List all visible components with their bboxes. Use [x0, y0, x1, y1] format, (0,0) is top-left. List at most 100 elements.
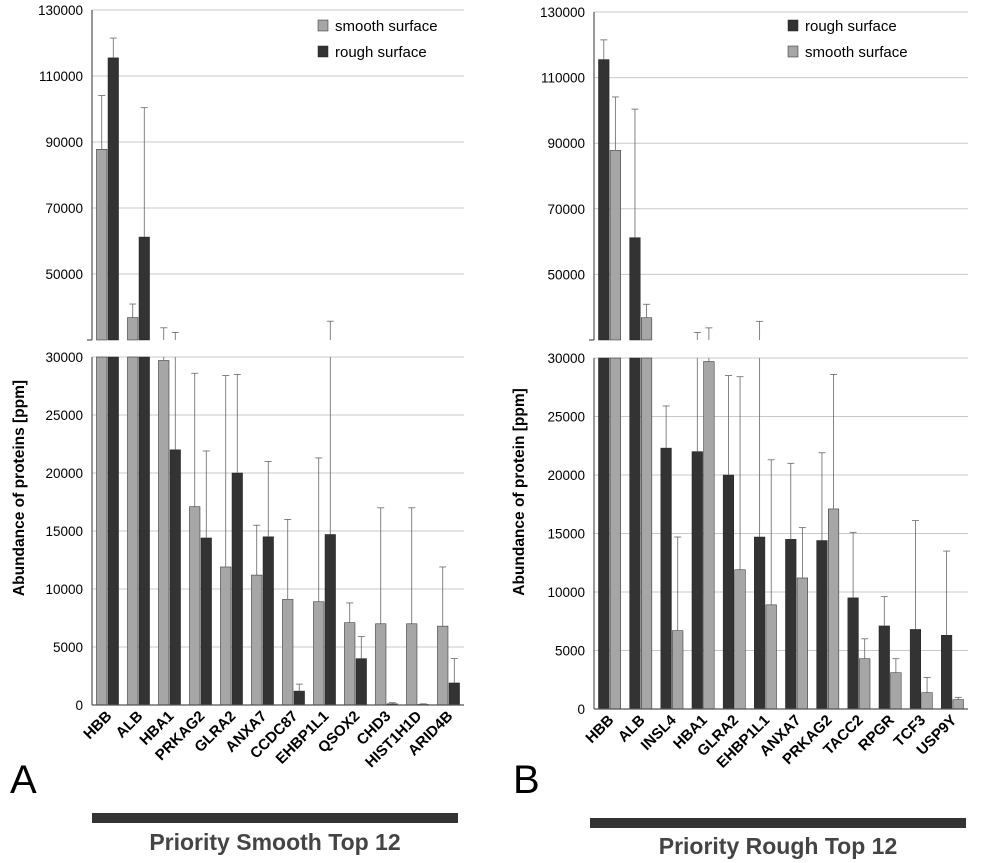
bar — [691, 451, 703, 710]
bar — [785, 539, 797, 710]
bar — [355, 658, 367, 706]
bar — [282, 599, 294, 706]
axes — [87, 10, 464, 706]
bar — [941, 635, 953, 710]
y-tick-label: 25000 — [45, 408, 83, 423]
panel-label: B — [513, 758, 540, 802]
bar — [828, 508, 840, 710]
bar-upper-segment — [127, 317, 139, 341]
bar — [375, 623, 387, 706]
y-tick-label: 130000 — [38, 3, 83, 18]
bar-upper-segment — [96, 149, 108, 341]
legend-swatch — [317, 19, 329, 32]
y-tick-label: 30000 — [45, 350, 83, 365]
axes — [589, 12, 968, 710]
priority-bar — [92, 813, 458, 823]
bar — [598, 357, 610, 710]
bar — [703, 361, 715, 710]
legend-swatch — [787, 45, 799, 58]
legend-label: rough surface — [335, 44, 427, 61]
bar — [313, 601, 325, 706]
gridlines — [594, 11, 968, 651]
y-tick-label: 0 — [577, 702, 585, 717]
bar-upper-segment — [609, 150, 621, 341]
bar — [324, 534, 336, 706]
y-axis-label: Abundance of proteins [ppm] — [11, 380, 28, 596]
bar — [765, 604, 777, 710]
y-tick-label: 10000 — [45, 582, 83, 597]
bar — [859, 658, 871, 710]
category-label: HBB — [80, 708, 115, 743]
legend-label: smooth surface — [805, 44, 908, 61]
category-labels: HBBALBINSL4HBA1GLRA2EHBP1L1ANXA7PRKAG2TA… — [582, 711, 960, 771]
bar-upper-segment — [641, 317, 653, 341]
bar — [660, 447, 672, 710]
y-tick-label: 10000 — [547, 585, 585, 600]
bar — [220, 566, 232, 706]
y-tick-label: 5000 — [53, 640, 83, 655]
bar — [437, 625, 449, 706]
y-tick-label: 90000 — [547, 136, 585, 151]
bar — [722, 474, 734, 710]
panel-label: A — [10, 758, 37, 802]
bar-upper-segment — [629, 237, 641, 341]
bar-upper-segment — [598, 59, 610, 341]
bar — [609, 357, 621, 710]
priority-label: Priority Smooth Top 12 — [149, 829, 400, 855]
legend: rough surface smooth surface — [787, 18, 908, 61]
bar — [629, 357, 641, 710]
bar — [293, 690, 305, 706]
y-tick-label: 50000 — [45, 267, 83, 282]
bars — [598, 59, 964, 710]
panel-b-chart: 0 5000 10000 15000 20000 25000 30000 50000 70000… — [511, 5, 968, 859]
bar-upper-segment — [138, 236, 150, 341]
bar — [641, 357, 653, 710]
bar — [890, 672, 902, 710]
bar — [816, 540, 828, 710]
error-bars — [600, 39, 962, 700]
bar — [672, 630, 684, 710]
y-tick-label: 15000 — [45, 524, 83, 539]
category-labels: HBBALBHBA1PRKAG2GLRA2ANXA7CCDC87EHBP1L1Q… — [80, 708, 456, 771]
bar — [262, 536, 274, 706]
y-tick-labels: 0 5000 10000 15000 20000 25000 30000 50000 70000… — [540, 5, 585, 717]
y-tick-label: 20000 — [45, 466, 83, 481]
y-tick-label: 130000 — [540, 5, 585, 20]
bar — [406, 623, 418, 706]
bar — [231, 472, 243, 706]
bar — [96, 356, 108, 706]
legend-label: rough surface — [805, 18, 897, 35]
error-bars — [98, 37, 458, 705]
bar — [158, 360, 170, 706]
bar — [448, 682, 460, 706]
y-tick-label: 90000 — [45, 135, 83, 150]
bar — [909, 629, 921, 710]
panel-a-chart: 0 5000 10000 15000 20000 25000 30000 50000 70000… — [10, 3, 464, 855]
bar — [952, 699, 964, 710]
gridlines — [92, 9, 464, 648]
legend: smooth surface rough surface — [317, 18, 438, 61]
bar — [251, 574, 263, 706]
bar — [921, 692, 933, 710]
y-tick-label: 50000 — [547, 267, 585, 282]
y-tick-label: 70000 — [45, 201, 83, 216]
category-label: RPGR — [855, 712, 898, 755]
legend-swatch — [317, 45, 329, 58]
y-tick-label: 70000 — [547, 202, 585, 217]
priority-label: Priority Rough Top 12 — [659, 833, 898, 859]
priority-bar — [590, 818, 966, 828]
bar — [200, 537, 212, 706]
bar — [754, 536, 766, 710]
category-label: HBB — [582, 712, 617, 747]
y-tick-label: 30000 — [547, 351, 585, 366]
bar — [847, 597, 859, 710]
y-tick-label: 15000 — [547, 527, 585, 542]
y-tick-label: 110000 — [541, 71, 585, 86]
bar — [344, 622, 356, 706]
bar — [169, 449, 181, 706]
bar — [107, 356, 119, 706]
category-label: INSL4 — [638, 711, 681, 754]
bar-upper-segment — [107, 57, 119, 341]
bar — [878, 625, 890, 710]
